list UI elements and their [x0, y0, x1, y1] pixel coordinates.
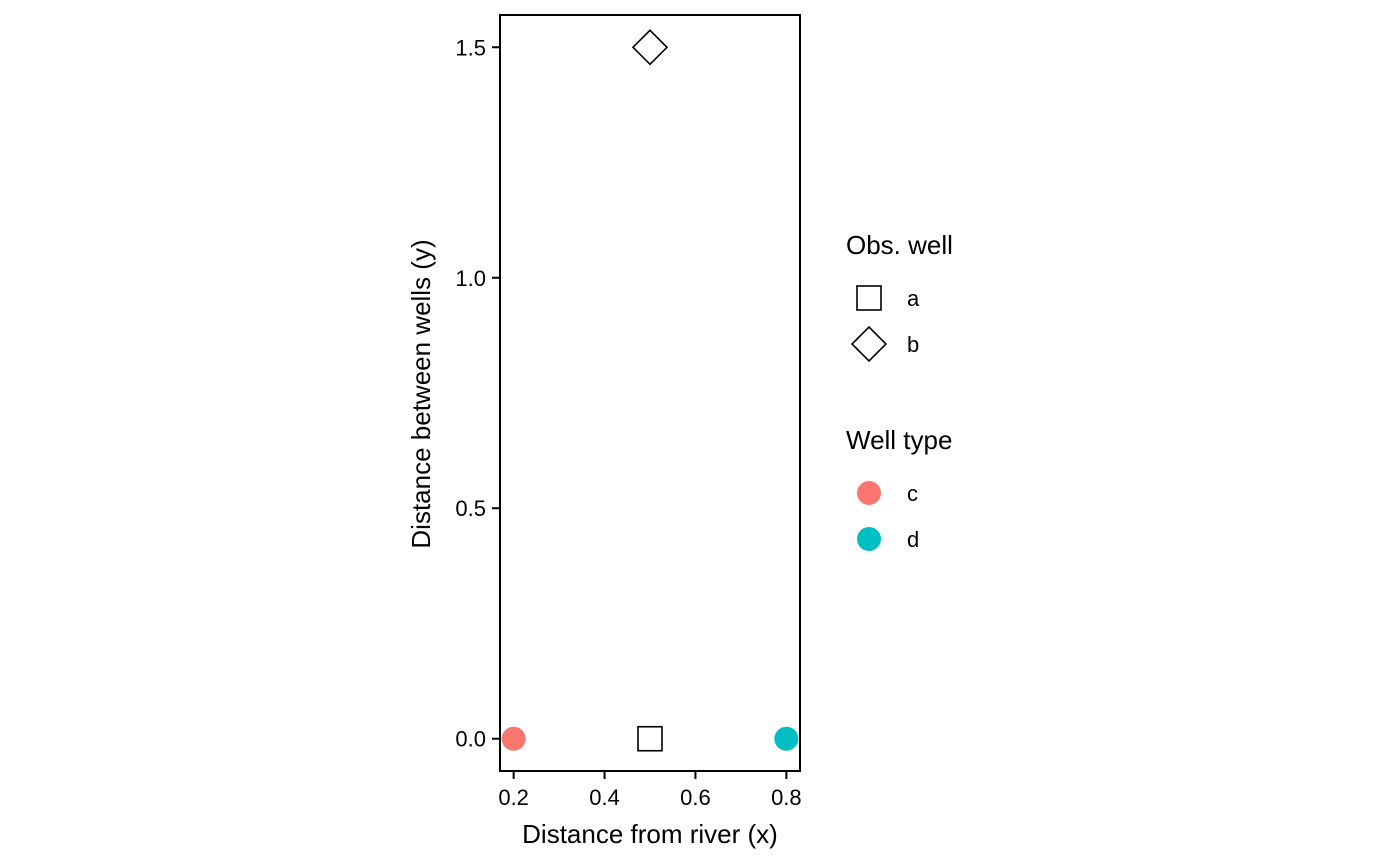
x-tick-label: 0.8	[771, 785, 802, 810]
legend-label-a: a	[907, 286, 920, 311]
legend-label-d: d	[907, 527, 919, 552]
legend-key-c	[857, 481, 881, 505]
chart-marks	[501, 29, 799, 752]
legend: Obs. well ab Well type cd	[846, 230, 953, 552]
data-point-d	[774, 726, 799, 751]
legend-label-b: b	[907, 332, 919, 357]
y-tick-label: 1.5	[455, 35, 486, 60]
y-axis-title: Distance between wells (y)	[406, 239, 436, 548]
legend-key-d	[857, 527, 881, 551]
y-tick-label: 1.0	[455, 266, 486, 291]
legend-key-b	[850, 325, 888, 363]
y-tick-label: 0.5	[455, 496, 486, 521]
legend-key-a	[856, 285, 882, 311]
x-tick-label: 0.2	[498, 785, 529, 810]
y-tick-label: 0.0	[455, 727, 486, 752]
x-tick-label: 0.6	[680, 785, 711, 810]
data-point-c	[501, 726, 526, 751]
x-tick-label: 0.4	[589, 785, 620, 810]
legend-title: Obs. well	[846, 230, 953, 260]
plot-panel	[499, 14, 801, 772]
legend-title: Well type	[846, 425, 952, 455]
y-axis: 0.0 0.5 1.0 1.5	[455, 35, 500, 752]
x-axis-title: Distance from river (x)	[522, 819, 778, 849]
data-point-a	[637, 725, 663, 752]
legend-label-c: c	[907, 481, 918, 506]
data-point-b	[631, 29, 669, 66]
x-axis: 0.2 0.4 0.6 0.8	[498, 771, 802, 810]
